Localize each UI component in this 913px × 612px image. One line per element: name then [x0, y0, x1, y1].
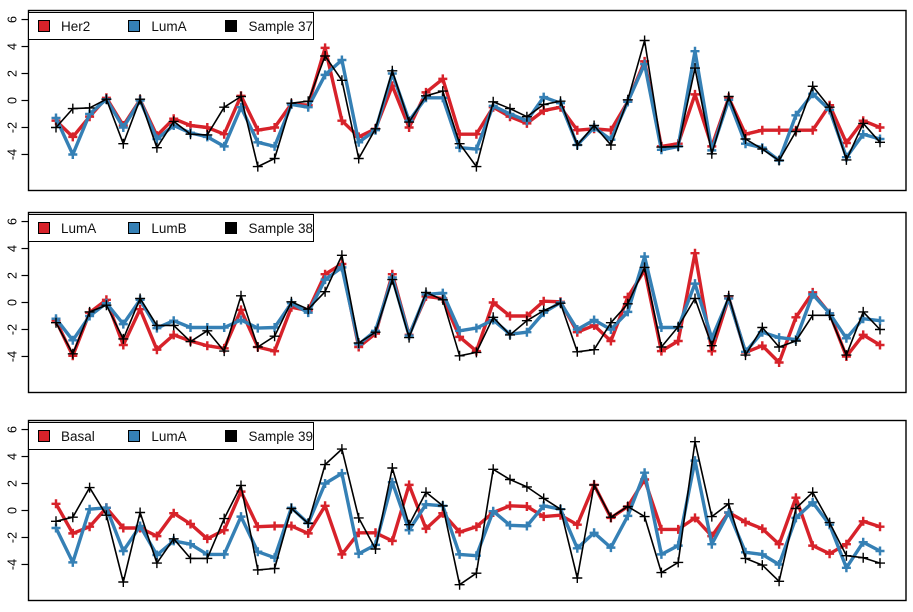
legend-swatch-icon	[128, 222, 141, 234]
svg-text:-2: -2	[5, 122, 19, 133]
svg-text:-2: -2	[5, 532, 19, 543]
panel-sample-38: -4 -2 0 2 4 6 LumA LumB Sample 38	[0, 211, 913, 412]
legend-swatch-icon	[128, 20, 141, 32]
svg-text:0: 0	[5, 299, 19, 306]
legend-entry: LumA	[128, 429, 225, 444]
svg-text:2: 2	[5, 70, 19, 77]
chart-canvas-sample-38: -4 -2 0 2 4 6	[5, 211, 907, 394]
svg-text:0: 0	[5, 507, 19, 514]
legend-label: LumB	[151, 220, 187, 236]
legend-swatch-icon	[128, 430, 141, 442]
svg-text:2: 2	[5, 272, 19, 279]
legend-entry: Her2	[38, 19, 128, 34]
svg-text:6: 6	[5, 16, 19, 23]
legend-label: LumA	[151, 18, 187, 34]
svg-text:6: 6	[5, 426, 19, 433]
legend-swatch-icon	[225, 430, 238, 442]
svg-text:6: 6	[5, 218, 19, 225]
legend-entry: Basal	[38, 429, 128, 444]
legend-label: Basal	[61, 428, 95, 444]
svg-text:-4: -4	[5, 149, 19, 160]
svg-text:0: 0	[5, 97, 19, 104]
legend-label: LumA	[151, 428, 187, 444]
legend-label: Sample 39	[248, 428, 313, 444]
legend-sample-37: Her2 LumA Sample 37	[28, 12, 314, 40]
legend-swatch-icon	[225, 222, 238, 234]
legend-swatch-icon	[225, 20, 238, 32]
legend-entry: LumA	[128, 19, 225, 34]
legend-label: LumA	[61, 220, 97, 236]
panel-sample-37: -4 -2 0 2 4 6 Her2 LumA Sample 37	[0, 9, 913, 210]
legend-swatch-icon	[38, 430, 50, 442]
chart-canvas-sample-39: -4 -2 0 2 4 6	[5, 419, 907, 602]
legend-swatch-icon	[38, 20, 50, 32]
chart-canvas-sample-37: -4 -2 0 2 4 6	[5, 9, 907, 192]
svg-text:4: 4	[5, 245, 19, 252]
legend-label: Her2	[61, 18, 91, 34]
legend-entry: LumB	[128, 221, 225, 236]
svg-text:2: 2	[5, 480, 19, 487]
legend-label: Sample 38	[248, 220, 313, 236]
legend-entry: Sample 38	[225, 221, 313, 236]
legend-swatch-icon	[38, 222, 50, 234]
legend-entry: LumA	[38, 221, 128, 236]
panel-sample-39: -4 -2 0 2 4 6 Basal LumA Sample 39	[0, 419, 913, 612]
legend-entry: Sample 37	[225, 19, 313, 34]
legend-sample-38: LumA LumB Sample 38	[28, 214, 314, 242]
svg-text:-4: -4	[5, 351, 19, 362]
svg-text:4: 4	[5, 43, 19, 50]
svg-text:-2: -2	[5, 324, 19, 335]
svg-text:-4: -4	[5, 559, 19, 570]
legend-entry: Sample 39	[225, 429, 313, 444]
legend-label: Sample 37	[248, 18, 313, 34]
svg-text:4: 4	[5, 453, 19, 460]
legend-sample-39: Basal LumA Sample 39	[28, 422, 314, 450]
